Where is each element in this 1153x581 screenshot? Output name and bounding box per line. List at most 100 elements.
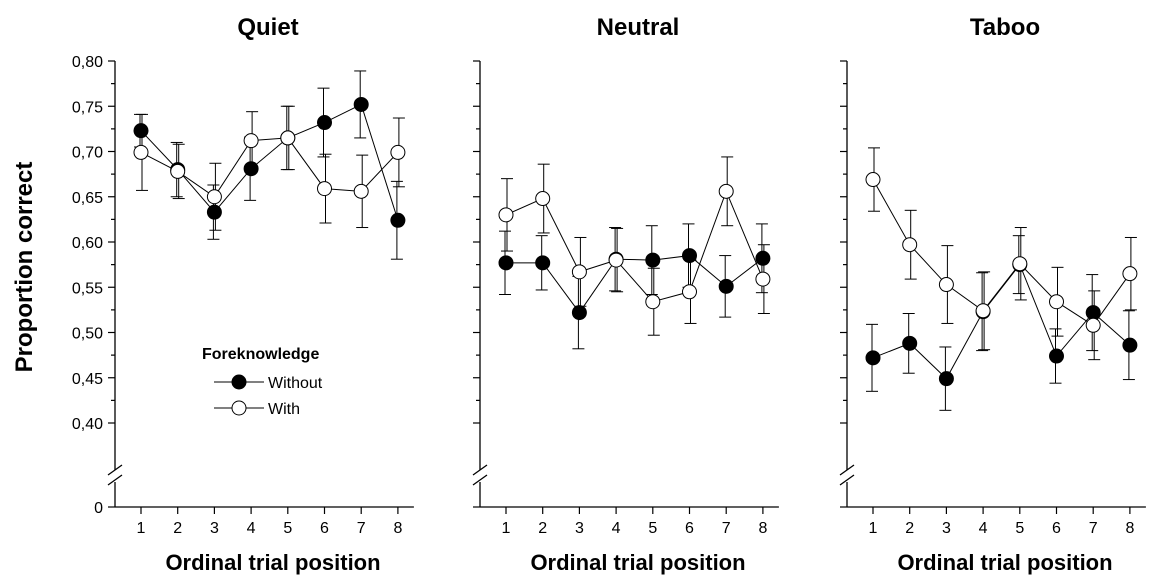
x-tick-label: 3 bbox=[575, 520, 584, 537]
legend: Foreknowledge Without With bbox=[202, 346, 323, 418]
y-tick-label: 0 bbox=[94, 500, 103, 517]
data-point-with bbox=[682, 284, 697, 300]
x-tick-label: 7 bbox=[1089, 520, 1098, 537]
data-point-with bbox=[1012, 256, 1028, 272]
x-tick-label: 7 bbox=[722, 520, 731, 537]
data-point-without bbox=[535, 255, 551, 271]
y-tick-label: 0,45 bbox=[72, 371, 103, 388]
y-tick-label: 0,50 bbox=[72, 326, 103, 343]
data-point-without bbox=[682, 248, 697, 264]
data-point-with bbox=[1122, 266, 1138, 282]
panel-title: Quiet bbox=[237, 14, 298, 41]
x-tick-label: 6 bbox=[320, 520, 329, 537]
data-point-with bbox=[1085, 317, 1101, 333]
axis-break-mark bbox=[839, 474, 855, 486]
data-point-without bbox=[645, 252, 661, 268]
data-point-with bbox=[353, 183, 369, 199]
data-point-with bbox=[498, 207, 514, 223]
x-tick-label: 6 bbox=[685, 520, 694, 537]
axis-break-mark bbox=[839, 464, 855, 476]
x-axis-label: Ordinal trial position bbox=[165, 550, 380, 575]
data-point-with bbox=[1049, 294, 1064, 310]
data-point-with bbox=[133, 144, 149, 160]
y-tick-label: 0,70 bbox=[72, 145, 103, 162]
data-point-with bbox=[755, 271, 771, 287]
x-tick-label: 2 bbox=[905, 520, 914, 537]
data-point-with bbox=[206, 189, 222, 205]
panel-neutral: Neutral Ordinal trial position 1 2 3 4 5 6 7 8 bbox=[472, 14, 779, 575]
x-tick-label: 5 bbox=[648, 520, 657, 537]
y-tick-label: 0,75 bbox=[72, 99, 103, 116]
x-tick-label: 4 bbox=[979, 520, 988, 537]
data-point-without bbox=[902, 335, 918, 351]
x-tick-label: 6 bbox=[1052, 520, 1061, 537]
legend-marker-filled bbox=[231, 374, 247, 390]
data-point-without bbox=[243, 161, 259, 177]
x-tick-label: 7 bbox=[357, 520, 366, 537]
data-point-without bbox=[718, 278, 734, 294]
x-tick-label: 1 bbox=[869, 520, 878, 537]
x-tick-label: 5 bbox=[1015, 520, 1024, 537]
data-point-with bbox=[975, 303, 991, 319]
data-point-with bbox=[718, 183, 734, 199]
panel-title: Taboo bbox=[970, 14, 1040, 41]
panel-taboo: Taboo Ordinal trial position 1 2 3 4 5 6 7 8 bbox=[839, 14, 1146, 575]
legend-item-without: Without bbox=[214, 374, 323, 392]
data-point-with bbox=[571, 264, 587, 280]
y-tick-label: 0,60 bbox=[72, 235, 103, 252]
data-point-with bbox=[317, 181, 332, 197]
panel-quiet: Quiet Ordinal trial position 0,80 0,75 0,7… bbox=[72, 14, 414, 575]
axis-break-mark bbox=[472, 464, 488, 476]
data-point-without bbox=[938, 371, 954, 387]
data-point-without bbox=[865, 350, 881, 366]
data-point-without bbox=[390, 212, 406, 228]
x-axis-label: Ordinal trial position bbox=[897, 550, 1112, 575]
data-point-without bbox=[206, 204, 222, 220]
x-tick-label: 8 bbox=[758, 520, 767, 537]
data-point-with bbox=[390, 144, 406, 160]
x-tick-label: 4 bbox=[247, 520, 256, 537]
series-line-with bbox=[872, 179, 1131, 326]
x-tick-label: 2 bbox=[173, 520, 182, 537]
x-tick-label: 8 bbox=[1125, 520, 1134, 537]
y-axis-label: Proportion correct bbox=[11, 162, 38, 373]
x-tick-label: 3 bbox=[942, 520, 951, 537]
data-point-without bbox=[1049, 348, 1064, 364]
legend-marker-open bbox=[231, 400, 247, 416]
data-point-without bbox=[498, 255, 514, 271]
x-tick-label: 4 bbox=[612, 520, 621, 537]
x-tick-label: 5 bbox=[283, 520, 292, 537]
data-point-with bbox=[280, 130, 296, 146]
legend-label: Without bbox=[268, 375, 323, 392]
x-tick-label: 1 bbox=[502, 520, 511, 537]
axis-break-mark bbox=[107, 464, 123, 476]
axis-break-mark bbox=[472, 474, 488, 486]
data-point-with bbox=[902, 237, 918, 253]
x-tick-label: 1 bbox=[137, 520, 146, 537]
data-point-with bbox=[865, 172, 881, 188]
data-point-with bbox=[243, 133, 259, 149]
data-point-without bbox=[317, 115, 332, 131]
y-tick-label: 0,40 bbox=[72, 416, 103, 433]
series-line-without bbox=[872, 263, 1131, 380]
y-tick-label: 0,55 bbox=[72, 280, 103, 297]
axis-break-mark bbox=[107, 474, 123, 486]
series-line-without bbox=[506, 255, 764, 314]
data-point-with bbox=[608, 252, 624, 268]
data-point-without bbox=[755, 250, 771, 266]
data-point-without bbox=[353, 96, 369, 112]
panel-title: Neutral bbox=[597, 14, 680, 41]
data-point-with bbox=[535, 191, 551, 207]
data-point-without bbox=[1085, 305, 1101, 321]
x-tick-label: 2 bbox=[538, 520, 547, 537]
data-point-without bbox=[571, 305, 587, 321]
x-tick-label: 3 bbox=[210, 520, 219, 537]
y-tick-label: 0,80 bbox=[72, 54, 103, 71]
data-point-without bbox=[1122, 337, 1138, 353]
data-point-with bbox=[170, 163, 186, 179]
y-tick-label: 0,65 bbox=[72, 190, 103, 207]
data-point-without bbox=[133, 123, 149, 139]
data-point-with bbox=[938, 277, 954, 293]
data-point-with bbox=[645, 294, 661, 310]
